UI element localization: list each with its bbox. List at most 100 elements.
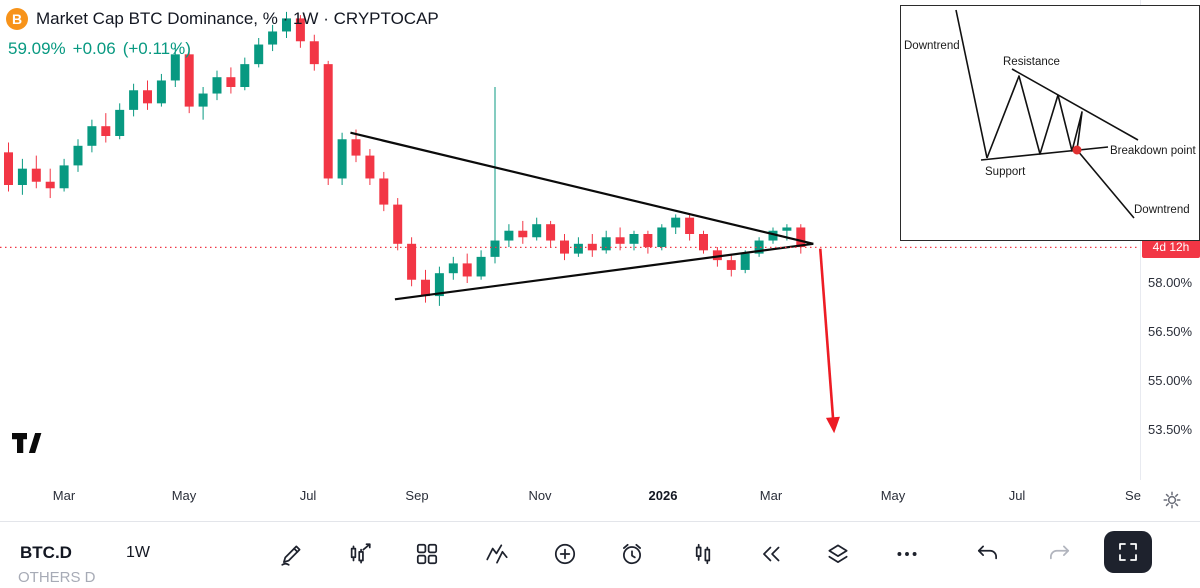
indicators-icon	[350, 543, 371, 564]
indicators-button[interactable]	[340, 534, 380, 574]
candle-body	[754, 240, 764, 254]
interval-button[interactable]: 1W	[126, 544, 150, 561]
candle-body	[629, 233, 639, 244]
price-axis-label: 58.00%	[1148, 275, 1193, 290]
undo-icon	[977, 545, 997, 560]
time-axis-label: Jul	[299, 488, 317, 503]
candle-body	[615, 237, 625, 244]
symbol-title[interactable]: Market Cap BTC Dominance, % · 1W · CRYPT…	[36, 9, 439, 28]
candle-body	[115, 109, 125, 136]
more-button[interactable]	[887, 534, 927, 574]
candle-body	[434, 273, 444, 297]
price-axis-label: 56.50%	[1148, 324, 1193, 339]
candle-body	[726, 260, 736, 270]
candle-body	[309, 41, 319, 65]
bottom-toolbar: BTC.D 1W	[0, 522, 1200, 588]
tradingview-logo[interactable]	[10, 428, 44, 458]
inset-label-support: Support	[985, 166, 1026, 178]
candle-body	[421, 279, 430, 297]
inset-breakdown-dot	[1072, 145, 1082, 155]
triangle-lower-trendline[interactable]	[394, 242, 814, 301]
candlestick-chart	[0, 11, 1140, 434]
candle-body	[782, 227, 792, 231]
chart-settings-gear-icon[interactable]	[1160, 488, 1184, 512]
replay-button[interactable]	[751, 534, 791, 574]
time-axis-label: May	[880, 488, 906, 503]
candle-body	[129, 90, 139, 110]
bitcoin-icon: B	[6, 8, 28, 30]
triangle-upper-trendline[interactable]	[350, 131, 814, 245]
candle-body	[143, 90, 152, 104]
price-countdown-label: 4d 12h	[1142, 235, 1200, 259]
toolbar-divider	[0, 521, 1200, 522]
price-readout: 59.09% +0.06 (+0.11%)	[6, 39, 439, 59]
candle-body	[226, 77, 236, 87]
alerts-button[interactable]	[612, 534, 652, 574]
layers-icon	[828, 544, 848, 563]
signals-button[interactable]	[477, 534, 517, 574]
candle-body	[796, 227, 806, 248]
candle-body	[601, 237, 611, 251]
last-price: 59.09%	[8, 39, 66, 58]
candle-body	[685, 217, 695, 234]
time-axis-label: Mar	[52, 488, 76, 503]
candle-body	[379, 178, 389, 205]
candlesticks-icon	[695, 543, 711, 565]
price-change: +0.06	[72, 39, 116, 58]
chart-canvas[interactable]	[0, 0, 1140, 480]
symbol-header: B Market Cap BTC Dominance, % · 1W · CRY…	[6, 8, 439, 59]
candle-body	[87, 126, 97, 146]
candle-body	[323, 64, 333, 179]
candle-body	[587, 243, 597, 251]
price-axis-label: 53.50%	[1148, 422, 1193, 437]
candle-body	[448, 263, 458, 274]
chart-type-button[interactable]	[683, 534, 723, 574]
candle-body	[393, 204, 403, 244]
time-axis-label: Se	[1125, 488, 1141, 503]
candle-body	[337, 139, 347, 179]
object-tree-button[interactable]	[818, 534, 858, 574]
candle-body	[351, 139, 361, 156]
maximize-icon	[1119, 543, 1137, 561]
candle-body	[254, 44, 264, 65]
candle-body	[518, 230, 528, 238]
layout-grid-button[interactable]	[407, 534, 447, 574]
time-axis-label: 2026	[648, 488, 678, 503]
candle-body	[365, 155, 375, 179]
pencil-icon	[281, 545, 301, 566]
grid-icon	[416, 543, 438, 565]
candle-body	[573, 243, 583, 254]
symbol-button[interactable]: BTC.D	[20, 543, 72, 562]
undo-button[interactable]	[968, 534, 1008, 574]
time-axis[interactable]: Mar May Jul Sep Nov 2026 Mar May Jul Se	[0, 480, 1200, 521]
candle-body	[699, 233, 708, 251]
candle-body	[476, 256, 486, 277]
pattern-inset-diagram: Downtrend Resistance Support Breakdown p…	[900, 5, 1200, 241]
price-axis-label: 55.00%	[1148, 373, 1193, 388]
candle-body	[532, 224, 542, 238]
add-button[interactable]	[545, 534, 585, 574]
redo-button[interactable]	[1039, 534, 1079, 574]
candle-body	[17, 168, 27, 185]
candle-body	[546, 224, 556, 241]
candle-body	[462, 263, 472, 277]
watchlist-fragment-bottom: OTHERS D	[18, 569, 96, 586]
candle-body	[212, 77, 222, 94]
fullscreen-button[interactable]	[1104, 531, 1152, 573]
candle-body	[490, 240, 500, 257]
more-dots-icon	[897, 552, 917, 556]
inset-label-downtrend-bottom: Downtrend	[1134, 204, 1190, 216]
projection-arrow-line[interactable]	[818, 248, 835, 422]
candle-body	[407, 243, 417, 280]
time-axis-label: Mar	[759, 488, 783, 503]
time-axis-label: Nov	[528, 488, 552, 503]
projection-arrow-head	[825, 416, 840, 434]
candle-body	[156, 80, 166, 104]
time-axis-label: Jul	[1008, 488, 1026, 503]
inset-downtrend-line	[955, 9, 988, 159]
alarm-clock-icon	[623, 543, 641, 565]
draw-button[interactable]	[272, 534, 312, 574]
candle-body	[740, 253, 750, 270]
candle-body	[31, 168, 41, 182]
candle-body	[101, 126, 111, 136]
